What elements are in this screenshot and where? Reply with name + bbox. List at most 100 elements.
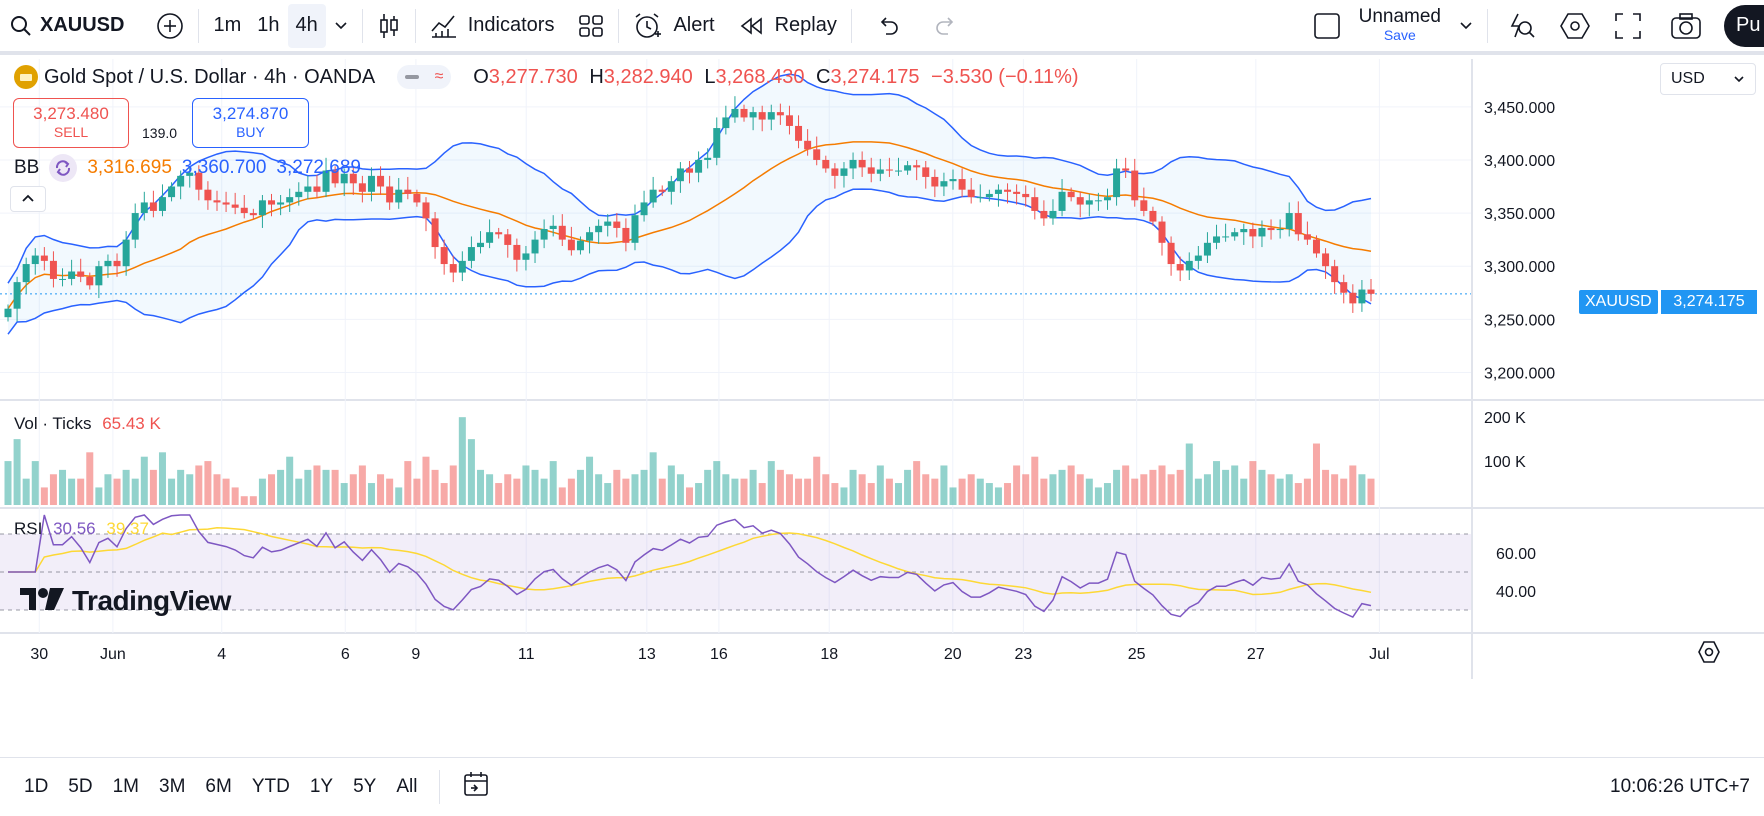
range-3m-button[interactable]: 3M	[159, 776, 186, 797]
interval-1h-button[interactable]: 1h	[257, 14, 280, 36]
volume-bar	[386, 478, 394, 505]
volume-bar	[1312, 443, 1320, 505]
candle-body	[1312, 239, 1320, 254]
candle-body	[749, 112, 757, 118]
redo-button[interactable]	[926, 4, 966, 48]
volume-bar	[994, 487, 1002, 505]
candle-body	[858, 159, 866, 168]
rsi-ma-value: 39.37	[106, 519, 149, 538]
chart-type-button[interactable]	[369, 4, 409, 48]
candle-body	[658, 189, 666, 192]
time-axis-label: 25	[1128, 646, 1146, 663]
candle-body	[1213, 236, 1221, 243]
bb-label: BB	[14, 157, 40, 178]
currency-select[interactable]: USD	[1660, 63, 1756, 95]
range-6m-button[interactable]: 6M	[205, 776, 232, 797]
rsi-legend[interactable]: RSI 30.56 39.37	[14, 519, 149, 539]
volume-bar	[1013, 465, 1021, 505]
sell-button[interactable]: 3,273.480 SELL	[13, 98, 129, 148]
volume-bar	[858, 474, 866, 505]
range-all-button[interactable]: All	[396, 776, 418, 797]
time-axis-label: 23	[1015, 646, 1033, 663]
volume-bar	[1349, 465, 1357, 505]
candle-body	[22, 264, 30, 283]
goto-date-button[interactable]	[452, 764, 500, 810]
symbol-title: Gold Spot / U.S. Dollar · 4h · OANDA	[44, 65, 376, 88]
candle-body	[322, 170, 330, 192]
candle-body	[422, 202, 430, 219]
volume-bar	[1103, 483, 1111, 505]
range-1y-button[interactable]: 1Y	[309, 776, 334, 797]
volume-bar	[549, 461, 557, 505]
bb-legend[interactable]: BB 3,316.695 3,360.700 3,272.689	[14, 154, 361, 182]
time-axis-label: 9	[411, 646, 420, 663]
fullscreen-icon	[1614, 12, 1642, 40]
candle-body	[695, 159, 703, 173]
symbol-search-button[interactable]: XAUUSD	[0, 4, 132, 48]
close-label: C	[816, 65, 831, 88]
volume-bar	[358, 465, 366, 505]
interval-1m-button[interactable]: 1m	[213, 14, 242, 36]
visibility-pill[interactable]: ≈	[397, 65, 452, 89]
volume-bar	[349, 474, 357, 505]
interval-4h-button[interactable]: 4h	[287, 3, 326, 48]
publish-button[interactable]: Pu	[1724, 4, 1764, 47]
candle-body	[1040, 210, 1048, 219]
range-5y-button[interactable]: 5Y	[353, 776, 377, 797]
volume-bar	[440, 483, 448, 505]
settings-button[interactable]	[1552, 4, 1598, 48]
replay-button[interactable]: Replay	[731, 4, 845, 48]
candle-body	[104, 260, 112, 267]
gold-coin-icon	[14, 65, 38, 89]
candle-body	[204, 189, 212, 201]
volume-bar	[177, 469, 185, 505]
volume-bar	[1240, 478, 1248, 505]
chevron-down-icon	[1459, 21, 1473, 31]
layouts-button[interactable]	[570, 4, 612, 48]
candle-body	[504, 234, 512, 245]
range-ytd-button[interactable]: YTD	[251, 776, 290, 797]
volume-bar	[1076, 474, 1084, 505]
ohlc-values: O3,277.730 H3,282.940 L3,268.430 C3,274.…	[473, 66, 1078, 89]
volume-bar	[731, 478, 739, 505]
indicators-button[interactable]: Indicators	[422, 4, 563, 48]
volume-bar	[695, 483, 703, 505]
collapse-legend-button[interactable]	[10, 186, 46, 212]
volume-bar	[4, 461, 12, 505]
candle-body	[731, 108, 739, 118]
candle-body	[286, 197, 294, 203]
volume-bar	[604, 483, 612, 505]
interval-dropdown-button[interactable]	[326, 4, 356, 48]
volume-bar	[767, 461, 775, 505]
candle-body	[1222, 236, 1230, 238]
chevron-up-icon	[21, 190, 35, 208]
candle-body	[331, 170, 339, 184]
volume-bar	[1231, 465, 1239, 505]
undo-button[interactable]	[868, 4, 908, 48]
candle-body	[722, 117, 730, 129]
buy-button[interactable]: 3,274.870 BUY	[192, 98, 309, 148]
candle-body	[1004, 189, 1012, 192]
range-1m-button[interactable]: 1M	[112, 776, 139, 797]
axis-settings-button[interactable]	[1695, 640, 1723, 668]
fullscreen-button[interactable]	[1606, 4, 1650, 48]
layout-menu-button[interactable]: Unnamed Save	[1305, 4, 1481, 48]
volume-bar	[304, 469, 312, 505]
chart-area[interactable]: 3,450.000 3,400.000 3,350.000 3,300.000 3,25…	[0, 59, 1764, 757]
volume-bar	[622, 478, 630, 505]
candle-body	[1194, 255, 1202, 261]
symbol-legend[interactable]: Gold Spot / U.S. Dollar · 4h · OANDA ≈ O…	[14, 65, 1079, 89]
compare-symbol-button[interactable]	[148, 4, 192, 48]
quick-search-button[interactable]	[1498, 4, 1544, 48]
candle-body	[68, 271, 76, 279]
snapshot-button[interactable]	[1662, 4, 1710, 48]
chart-canvas[interactable]: 3,450.000 3,400.000 3,350.000 3,300.000 3,25…	[0, 59, 1764, 757]
range-1d-button[interactable]: 1D	[24, 776, 49, 797]
volume-legend[interactable]: Vol · Ticks 65.43 K	[14, 414, 161, 434]
range-5d-button[interactable]: 5D	[68, 776, 93, 797]
alert-button[interactable]: Alert	[625, 4, 722, 48]
volume-bar	[40, 487, 48, 505]
volume-bar	[531, 469, 539, 505]
clock-display[interactable]: 10:06:26 UTC+7	[1610, 776, 1750, 797]
candle-body	[1367, 289, 1375, 294]
